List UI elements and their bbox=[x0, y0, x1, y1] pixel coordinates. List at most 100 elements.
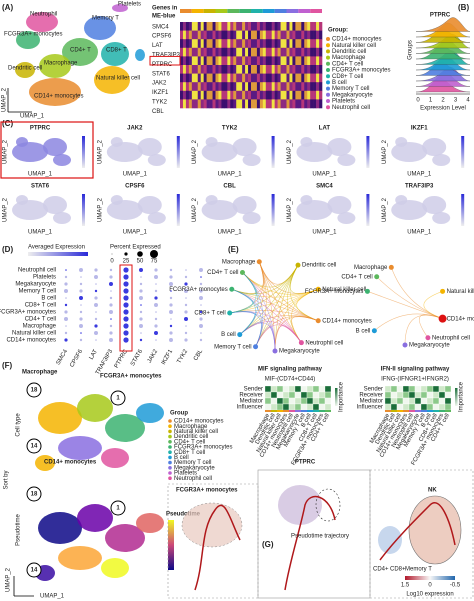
heatmap-cell bbox=[277, 30, 281, 40]
heatmap-cell bbox=[230, 22, 234, 31]
legend-dot bbox=[168, 424, 172, 429]
heatmap-cell bbox=[224, 30, 228, 40]
dot bbox=[79, 324, 83, 328]
x-axis-label: UMAP_1 bbox=[312, 230, 337, 236]
legend-entry: CD4+ T cell bbox=[332, 61, 363, 67]
heatmap-cell bbox=[197, 22, 202, 31]
trajectory bbox=[284, 495, 336, 591]
row-label: B cell bbox=[41, 296, 56, 302]
umap-cluster bbox=[94, 66, 130, 94]
heatmap-cell bbox=[283, 39, 287, 49]
dot bbox=[110, 290, 112, 292]
heatmap-cell bbox=[239, 56, 243, 66]
heatmap-cell bbox=[396, 391, 404, 399]
heatmap-cell bbox=[384, 385, 392, 393]
heatmap-cell bbox=[242, 56, 246, 66]
dot bbox=[140, 276, 142, 278]
role-label: Receiver bbox=[359, 393, 383, 399]
heatmap-cell bbox=[259, 30, 264, 40]
heatmap-cell bbox=[310, 90, 314, 100]
heatmap-cell bbox=[304, 56, 308, 66]
heatmap-cell bbox=[212, 65, 216, 74]
row-label: CD4+ T cell bbox=[25, 317, 56, 323]
x-tick-label: 3 bbox=[454, 98, 458, 104]
heatmap-cell bbox=[188, 22, 193, 31]
node-label: CD8+ T cell bbox=[194, 311, 225, 317]
network-node bbox=[229, 286, 235, 292]
y-axis-label: UMAP_2 bbox=[97, 197, 103, 222]
colorbar bbox=[271, 194, 275, 226]
heatmap-cell bbox=[277, 65, 281, 74]
node-circle bbox=[26, 486, 42, 502]
heatmap-cell bbox=[256, 65, 261, 74]
umap-cells bbox=[296, 200, 333, 220]
heatmap-cell bbox=[239, 47, 243, 57]
side-label: Cell type bbox=[16, 413, 22, 437]
heatmap-title: Genes in bbox=[152, 6, 178, 12]
trajectory bbox=[194, 504, 241, 591]
heatmap-group-bar bbox=[215, 9, 228, 13]
heatmap-cell bbox=[307, 30, 311, 40]
heatmap-cell bbox=[194, 82, 199, 92]
heatmap-color-key bbox=[427, 410, 433, 412]
dot bbox=[65, 269, 67, 271]
dot bbox=[139, 296, 143, 300]
umap-cells bbox=[53, 212, 71, 224]
heatmap-cell bbox=[426, 403, 434, 411]
heatmap-cell bbox=[289, 90, 293, 100]
annotation: FCGR3A+ monocytes bbox=[176, 488, 238, 494]
umap-cells bbox=[110, 195, 123, 205]
heatmap-cell bbox=[262, 65, 267, 74]
heatmap-cell bbox=[300, 391, 308, 399]
heatmap-cell bbox=[209, 39, 213, 49]
heatmap-cell bbox=[289, 22, 293, 31]
heatmap-cell bbox=[248, 65, 252, 74]
node-label: 14 bbox=[31, 568, 38, 574]
dot bbox=[94, 331, 98, 335]
umap-cells bbox=[205, 137, 218, 147]
heatmap-cell bbox=[221, 73, 225, 83]
annotation: CD4+ bbox=[373, 567, 389, 573]
heatmap-cell bbox=[191, 73, 196, 83]
heatmap-cell bbox=[294, 403, 302, 411]
heatmap-cell bbox=[444, 391, 452, 399]
heatmap-cell bbox=[230, 47, 234, 57]
umap-cells bbox=[101, 558, 129, 578]
network-edge bbox=[391, 267, 443, 319]
network-edge bbox=[367, 291, 443, 319]
axis-arrow bbox=[13, 576, 34, 597]
heatmap-cell bbox=[396, 403, 404, 411]
dot bbox=[139, 289, 143, 293]
heatmap-color-key bbox=[397, 410, 403, 412]
node-label: 14 bbox=[31, 444, 38, 450]
heatmap-cell bbox=[218, 56, 222, 66]
umap-cells bbox=[58, 546, 102, 570]
heatmap-cell bbox=[218, 82, 222, 92]
umap-cells bbox=[242, 154, 261, 166]
heatmap-cell bbox=[200, 39, 204, 49]
heatmap-cell bbox=[301, 47, 305, 57]
heatmap-cell bbox=[274, 22, 278, 31]
network-node bbox=[253, 344, 259, 350]
cluster-label: Platelets bbox=[118, 2, 141, 8]
heatmap-cell bbox=[444, 403, 452, 411]
heatmap-cell bbox=[209, 22, 213, 31]
heatmap-cell bbox=[289, 56, 293, 66]
umap-cells bbox=[201, 142, 238, 162]
heatmap-cell bbox=[288, 385, 296, 393]
heatmap-cell bbox=[209, 30, 213, 40]
heatmap-cell bbox=[262, 90, 267, 100]
heatmap-cell bbox=[180, 90, 184, 100]
heatmap-cell bbox=[188, 82, 193, 92]
dot bbox=[94, 296, 98, 300]
node-circle bbox=[26, 438, 42, 454]
heatmap-cell bbox=[242, 22, 246, 31]
heatmap-cell bbox=[444, 385, 452, 393]
dot bbox=[199, 289, 203, 293]
umap-cells bbox=[147, 154, 166, 166]
heatmap-cell bbox=[283, 65, 287, 74]
cell-cloud bbox=[408, 495, 462, 565]
heatmap-cell bbox=[306, 403, 314, 411]
heatmap-cell bbox=[384, 391, 392, 399]
legend-entry: Natural killer cell bbox=[174, 429, 218, 435]
